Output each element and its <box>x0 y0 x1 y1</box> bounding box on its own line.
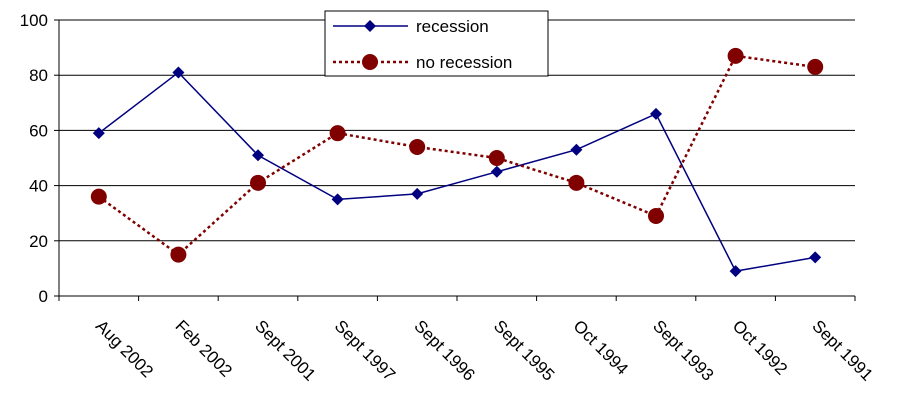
y-tick-label: 80 <box>29 66 48 85</box>
legend-label-no-recession: no recession <box>416 53 512 72</box>
point-no-recession <box>568 174 585 191</box>
x-tick-label: Oct 1994 <box>570 316 632 378</box>
point-recession <box>411 187 424 200</box>
point-no-recession <box>409 138 426 155</box>
x-axis-ticks: Aug 2002 Feb 2002 Sept 2001 Sept 1997 Sept 1… <box>58 296 877 385</box>
point-no-recession <box>807 58 824 75</box>
series-line-recession <box>98 71 816 272</box>
x-tick-label: Sept 1995 <box>490 316 558 384</box>
point-recession <box>490 165 503 178</box>
x-tick-label: Feb 2002 <box>172 316 236 380</box>
point-recession <box>570 143 583 156</box>
x-tick-label: Sept 2001 <box>251 316 319 384</box>
legend: recession no recession <box>324 10 549 77</box>
point-no-recession <box>648 207 664 224</box>
point-no-recession <box>90 188 107 205</box>
point-recession <box>92 127 105 140</box>
y-tick-label: 100 <box>20 11 48 30</box>
point-no-recession <box>727 47 744 64</box>
y-tick-label: 20 <box>29 232 48 251</box>
x-tick-label: Sept 1997 <box>331 316 399 384</box>
point-recession <box>650 107 662 120</box>
legend-marker-no-recession <box>362 54 378 70</box>
legend-box <box>324 10 549 77</box>
y-tick-label: 0 <box>39 287 48 306</box>
point-no-recession <box>250 174 266 191</box>
x-tick-label: Aug 2002 <box>92 316 157 381</box>
legend-marker-recession <box>364 20 376 32</box>
y-tick-label: 60 <box>29 121 48 140</box>
point-recession <box>172 66 185 79</box>
point-recession <box>252 149 264 162</box>
series-group <box>90 47 824 278</box>
point-no-recession <box>170 246 187 263</box>
point-recession <box>331 193 344 206</box>
point-recession <box>729 265 742 278</box>
point-no-recession <box>329 125 346 142</box>
x-tick-label: Sept 1996 <box>410 316 478 384</box>
x-tick-label: Oct 1992 <box>729 316 791 378</box>
x-tick-label: Sept 1993 <box>649 316 717 384</box>
point-no-recession <box>488 150 505 166</box>
x-tick-label: Sept 1991 <box>808 316 876 384</box>
legend-label-recession: recession <box>416 17 489 36</box>
series-line-no-recession <box>98 54 816 257</box>
y-axis-ticks: 0 20 40 60 80 100 <box>20 11 59 306</box>
y-tick-label: 40 <box>29 177 48 196</box>
point-recession <box>809 251 822 264</box>
